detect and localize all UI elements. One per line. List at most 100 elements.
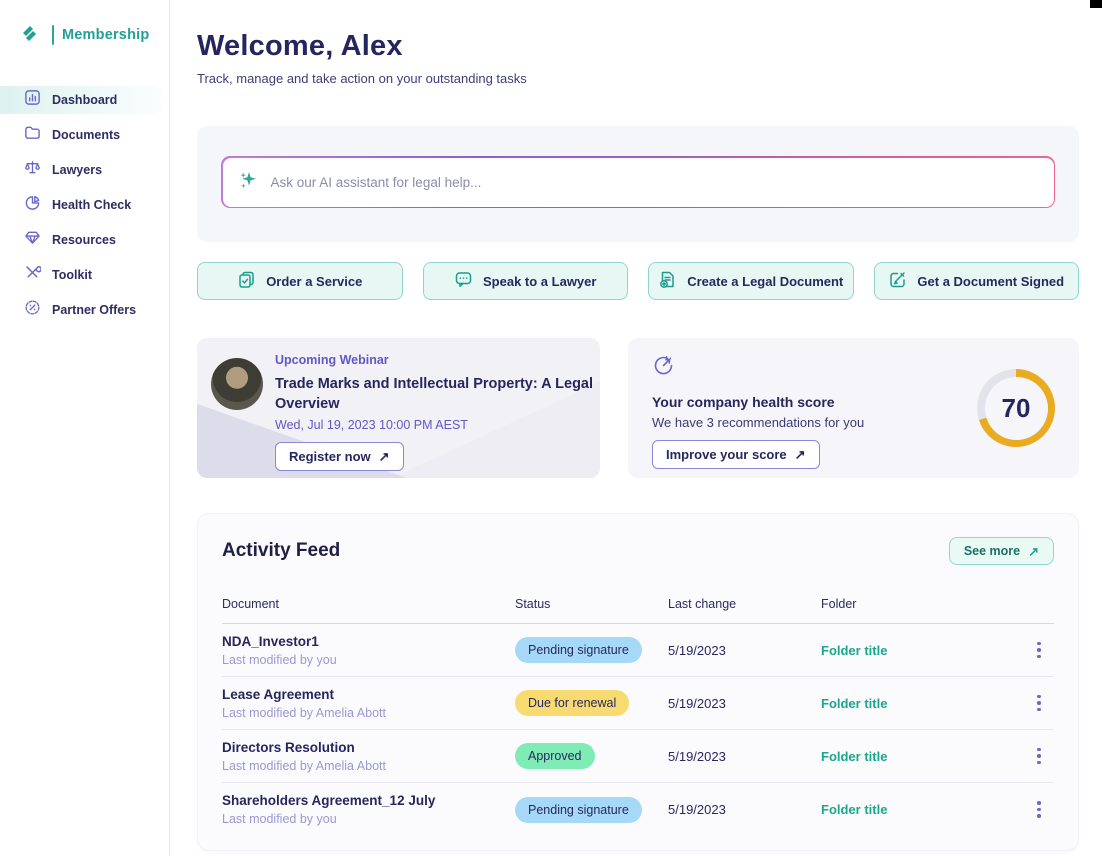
page-subtitle: Track, manage and take action on your ou… (197, 71, 527, 86)
sidebar-item-lawyers[interactable]: Lawyers (0, 156, 161, 184)
action-label: Order a Service (266, 273, 363, 289)
status-badge: Pending signature (515, 796, 642, 823)
action-label: Get a Document Signed (917, 273, 1065, 289)
table-row[interactable]: NDA_Investor1 Last modified by you Pendi… (222, 624, 1054, 677)
sidebar-item-documents[interactable]: Documents (0, 121, 161, 149)
sparkle-icon (239, 170, 259, 195)
row-menu-button[interactable] (1024, 638, 1054, 663)
membership-logo-icon (20, 24, 42, 46)
document-name: Lease Agreement (222, 686, 335, 702)
document-modified-by: Last modified by you (222, 652, 337, 667)
action-label: Create a Legal Document (687, 273, 844, 289)
status-badge: Approved (515, 743, 595, 769)
health-score-value: 70 (984, 376, 1048, 440)
sidebar-item-label: Lawyers (52, 163, 103, 177)
gem-icon (24, 229, 41, 251)
arrow-up-right-icon: ↗ (794, 447, 806, 462)
page-title: Welcome, Alex (197, 30, 403, 62)
sidebar-item-label: Resources (52, 233, 116, 247)
arrow-up-right-icon: ↗ (1028, 543, 1039, 559)
arrow-up-right-icon: ↗ (378, 449, 390, 465)
row-menu-button[interactable] (1024, 691, 1054, 716)
ai-assistant-card (197, 126, 1079, 242)
webinar-datetime: Wed, Jul 19, 2023 10:00 PM AEST (275, 418, 468, 433)
folder-link[interactable]: Folder title (821, 748, 888, 764)
logo-divider (52, 25, 54, 45)
sidebar-item-partner-offers[interactable]: Partner Offers (0, 296, 161, 324)
health-score-ring: 70 (977, 369, 1055, 447)
register-now-label: Register now (289, 449, 371, 465)
get-a-document-signed-button[interactable]: Get a Document Signed (873, 262, 1079, 300)
info-cards-row: Upcoming Webinar Trade Marks and Intelle… (197, 338, 1079, 478)
sidebar-nav: Dashboard Documents Lawyers (0, 86, 169, 324)
sidebar-item-label: Partner Offers (52, 303, 137, 317)
sidebar-item-health-check[interactable]: Health Check (0, 191, 161, 219)
status-badge: Due for renewal (515, 690, 630, 716)
document-name: Shareholders Agreement_12 July (222, 793, 436, 808)
document-modified-by: Last modified by Amelia Abott (222, 758, 386, 773)
logo-text: Membership (62, 27, 150, 43)
sidebar-item-label: Toolkit (52, 268, 93, 282)
ai-input-gradient-border (221, 156, 1055, 208)
webinar-eyebrow: Upcoming Webinar (275, 353, 389, 367)
sidebar: Membership Dashboard Documents (0, 0, 170, 856)
quick-actions: Order a Service Speak to a Lawyer (197, 262, 1079, 300)
bar-chart-icon (24, 89, 41, 111)
document-name: Directors Resolution (222, 739, 355, 755)
scales-icon (24, 159, 41, 181)
row-menu-button[interactable] (1024, 744, 1054, 769)
sidebar-item-dashboard[interactable]: Dashboard (0, 86, 161, 114)
pie-chart-icon (24, 194, 41, 216)
document-plus-icon (658, 270, 677, 292)
row-menu-button[interactable] (1024, 797, 1054, 822)
table-row[interactable]: Directors Resolution Last modified by Am… (222, 730, 1054, 783)
sidebar-item-toolkit[interactable]: Toolkit (0, 261, 161, 289)
action-label: Speak to a Lawyer (483, 273, 597, 289)
copy-check-icon (237, 270, 256, 292)
see-more-button[interactable]: See more ↗ (948, 537, 1054, 565)
percent-circle-icon (24, 299, 41, 321)
sidebar-item-label: Documents (52, 128, 121, 142)
pencil-square-icon (888, 270, 907, 292)
document-name: NDA_Investor1 (222, 633, 319, 649)
activity-feed-title: Activity Feed (222, 540, 341, 561)
table-row[interactable]: Lease Agreement Last modified by Amelia … (222, 677, 1054, 730)
document-modified-by: Last modified by you (222, 812, 337, 826)
column-header-document: Document (222, 597, 279, 611)
folder-link[interactable]: Folder title (821, 695, 888, 711)
create-a-legal-document-button[interactable]: Create a Legal Document (648, 262, 854, 300)
webinar-speaker-avatar (211, 358, 263, 410)
folder-icon (24, 124, 41, 146)
speak-to-a-lawyer-button[interactable]: Speak to a Lawyer (422, 262, 628, 300)
table-header: Document Status Last change Folder (222, 597, 1054, 624)
order-a-service-button[interactable]: Order a Service (197, 262, 403, 300)
column-header-last-change: Last change (668, 597, 737, 611)
health-score-title: Your company health score (652, 394, 835, 410)
improve-score-label: Improve your score (666, 447, 787, 462)
table-row[interactable]: Shareholders Agreement_12 July Last modi… (222, 783, 1054, 836)
folder-link[interactable]: Folder title (821, 802, 888, 817)
sidebar-item-label: Dashboard (52, 93, 118, 107)
sidebar-item-resources[interactable]: Resources (0, 226, 161, 254)
chat-bubble-icon (454, 270, 473, 292)
column-header-folder: Folder (821, 597, 857, 611)
ai-input-container[interactable] (222, 157, 1054, 207)
last-change-date: 5/19/2023 (668, 802, 726, 817)
status-badge: Pending signature (515, 637, 642, 663)
health-score-card: Your company health score We have 3 reco… (628, 338, 1079, 478)
improve-your-score-button[interactable]: Improve your score ↗ (652, 440, 820, 469)
folder-link[interactable]: Folder title (821, 642, 888, 658)
webinar-title: Trade Marks and Intellectual Property: A… (275, 376, 594, 412)
gauge-icon (652, 355, 675, 381)
column-header-status: Status (515, 597, 551, 611)
register-now-button[interactable]: Register now ↗ (275, 442, 404, 472)
see-more-label: See more (963, 544, 1021, 558)
tools-icon (24, 264, 42, 286)
app-logo: Membership (0, 0, 169, 46)
last-change-date: 5/19/2023 (668, 642, 726, 658)
activity-feed-card: Activity Feed See more ↗ Document Status… (197, 513, 1079, 851)
sidebar-item-label: Health Check (52, 198, 132, 212)
health-score-subtitle: We have 3 recommendations for you (652, 415, 865, 430)
last-change-date: 5/19/2023 (668, 695, 726, 711)
ai-assistant-input[interactable] (270, 174, 1038, 190)
